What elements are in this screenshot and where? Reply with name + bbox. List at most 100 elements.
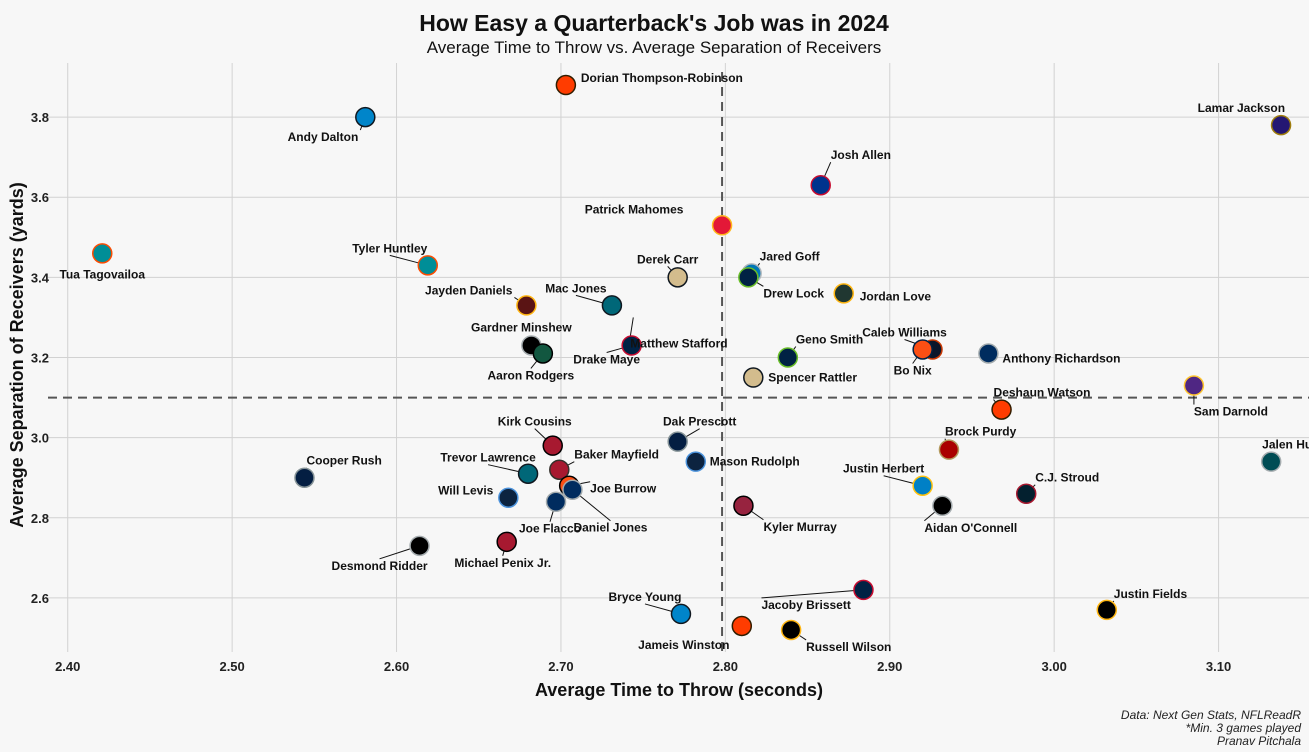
label-drew-lock: Drew Lock bbox=[763, 286, 824, 300]
point-spencer-rattler bbox=[743, 367, 764, 388]
caption-author: Pranav Pitchala bbox=[1217, 734, 1301, 748]
label-lamar-jackson: Lamar Jackson bbox=[1198, 101, 1285, 115]
leader-dak-prescott bbox=[686, 428, 700, 437]
label-leader-lines bbox=[305, 126, 1195, 641]
point-andy-dalton bbox=[355, 106, 376, 128]
point-kirk-cousins bbox=[542, 435, 563, 456]
point-drake-maye bbox=[621, 335, 642, 356]
label-andy-dalton: Andy Dalton bbox=[288, 130, 359, 144]
label-mason-rudolph: Mason Rudolph bbox=[710, 455, 800, 469]
x-tick-3-10: 3.10 bbox=[1206, 659, 1231, 674]
leader-desmond-ridder bbox=[379, 548, 411, 560]
leader-joe-flacco bbox=[549, 511, 554, 522]
y-tick-3-6: 3.6 bbox=[31, 190, 49, 205]
leader-bryce-young bbox=[644, 603, 672, 612]
x-tick-2-90: 2.90 bbox=[877, 659, 902, 674]
label-baker-mayfield: Baker Mayfield bbox=[574, 448, 659, 462]
label-gardner-minshew: Gardner Minshew bbox=[471, 320, 572, 334]
point-bo-nix bbox=[912, 339, 933, 360]
point-derek-carr bbox=[667, 267, 688, 288]
point-jayden-daniels bbox=[516, 295, 537, 316]
point-russell-wilson bbox=[780, 619, 802, 641]
x-tick-2-60: 2.60 bbox=[384, 659, 409, 674]
label-anthony-richardson: Anthony Richardson bbox=[1002, 351, 1120, 365]
point-josh-allen bbox=[810, 174, 831, 196]
label-derek-carr: Derek Carr bbox=[637, 252, 699, 266]
point-dorian-thompson-robinson bbox=[555, 74, 577, 96]
x-tick-2-50: 2.50 bbox=[219, 659, 244, 674]
label-desmond-ridder: Desmond Ridder bbox=[332, 559, 428, 573]
y-tick-3-2: 3.2 bbox=[31, 351, 49, 366]
label-cooper-rush: Cooper Rush bbox=[306, 454, 381, 468]
label-c-j-stroud: C.J. Stroud bbox=[1035, 471, 1099, 485]
label-brock-purdy: Brock Purdy bbox=[945, 425, 1017, 439]
point-will-levis bbox=[498, 487, 519, 508]
point-cooper-rush bbox=[294, 467, 315, 488]
point-sam-darnold bbox=[1183, 375, 1205, 396]
y-tick-3-0: 3.0 bbox=[31, 431, 49, 446]
label-tyler-huntley: Tyler Huntley bbox=[352, 241, 427, 255]
label-bo-nix: Bo Nix bbox=[894, 363, 932, 377]
label-jacoby-brissett: Jacoby Brissett bbox=[761, 598, 850, 612]
x-tick-2-70: 2.70 bbox=[548, 659, 573, 674]
label-will-levis: Will Levis bbox=[438, 484, 494, 498]
y-tick-2-6: 2.6 bbox=[31, 591, 49, 606]
leader-baker-mayfield bbox=[567, 461, 575, 466]
label-matthew-stafford: Matthew Stafford bbox=[630, 336, 727, 350]
point-drew-lock bbox=[738, 267, 759, 288]
label-justin-herbert: Justin Herbert bbox=[843, 462, 924, 476]
reference-lines bbox=[48, 72, 1309, 652]
label-jared-goff: Jared Goff bbox=[760, 249, 821, 263]
leader-kirk-cousins bbox=[534, 428, 546, 440]
leader-justin-herbert bbox=[883, 475, 914, 484]
label-mac-jones: Mac Jones bbox=[545, 281, 607, 295]
x-tick-3-00: 3.00 bbox=[1042, 659, 1067, 674]
point-desmond-ridder bbox=[409, 535, 430, 557]
point-jordan-love bbox=[833, 283, 854, 304]
leader-josh-allen bbox=[824, 162, 832, 177]
point-mason-rudolph bbox=[685, 451, 707, 472]
label-deshaun-watson: Deshaun Watson bbox=[994, 386, 1091, 400]
point-jacoby-brissett bbox=[853, 579, 874, 601]
point-justin-fields bbox=[1096, 599, 1118, 621]
label-bryce-young: Bryce Young bbox=[609, 590, 682, 604]
leader-daniel-jones bbox=[579, 495, 611, 522]
point-kyler-murray bbox=[733, 495, 754, 517]
x-tick-2-80: 2.80 bbox=[713, 659, 738, 674]
label-russell-wilson: Russell Wilson bbox=[806, 640, 891, 654]
label-caleb-williams: Caleb Williams bbox=[862, 325, 947, 339]
label-kirk-cousins: Kirk Cousins bbox=[498, 415, 572, 429]
point-trevor-lawrence bbox=[517, 463, 539, 484]
leader-trevor-lawrence bbox=[487, 464, 519, 472]
label-geno-smith: Geno Smith bbox=[796, 333, 863, 347]
label-kyler-murray: Kyler Murray bbox=[763, 520, 837, 534]
label-jameis-winston: Jameis Winston bbox=[638, 638, 729, 652]
point-joe-flacco bbox=[545, 491, 567, 512]
y-tick-3-4: 3.4 bbox=[31, 270, 50, 285]
point-lamar-jackson bbox=[1270, 114, 1292, 136]
leader-drew-lock bbox=[756, 282, 764, 287]
label-michael-penix-jr: Michael Penix Jr. bbox=[454, 556, 551, 570]
label-jayden-daniels: Jayden Daniels bbox=[425, 283, 513, 297]
point-geno-smith bbox=[777, 347, 799, 368]
leader-c-j-stroud bbox=[1032, 484, 1036, 488]
leader-deshaun-watson bbox=[993, 399, 996, 403]
y-axis-label: Average Separation of Receivers (yards) bbox=[7, 182, 27, 527]
point-tua-tagovailoa bbox=[92, 243, 113, 264]
label-spencer-rattler: Spencer Rattler bbox=[768, 371, 857, 385]
y-tick-3-8: 3.8 bbox=[31, 110, 49, 125]
leader-russell-wilson bbox=[799, 635, 807, 641]
leader-joe-burrow bbox=[578, 481, 591, 485]
point-labels: Lamar Jackson Dorian Thompson-Robinson And… bbox=[59, 71, 1309, 654]
leader-jayden-daniels bbox=[514, 296, 519, 301]
label-jalen-hurts: Jalen Hurts bbox=[1262, 438, 1309, 452]
label-jordan-love: Jordan Love bbox=[860, 289, 932, 303]
point-jameis-winston bbox=[731, 615, 753, 637]
label-patrick-mahomes: Patrick Mahomes bbox=[585, 202, 684, 216]
point-anthony-richardson bbox=[978, 343, 999, 364]
label-justin-fields: Justin Fields bbox=[1114, 587, 1188, 601]
label-tua-tagovailoa: Tua Tagovailoa bbox=[59, 267, 145, 281]
leader-tyler-huntley bbox=[389, 254, 419, 264]
